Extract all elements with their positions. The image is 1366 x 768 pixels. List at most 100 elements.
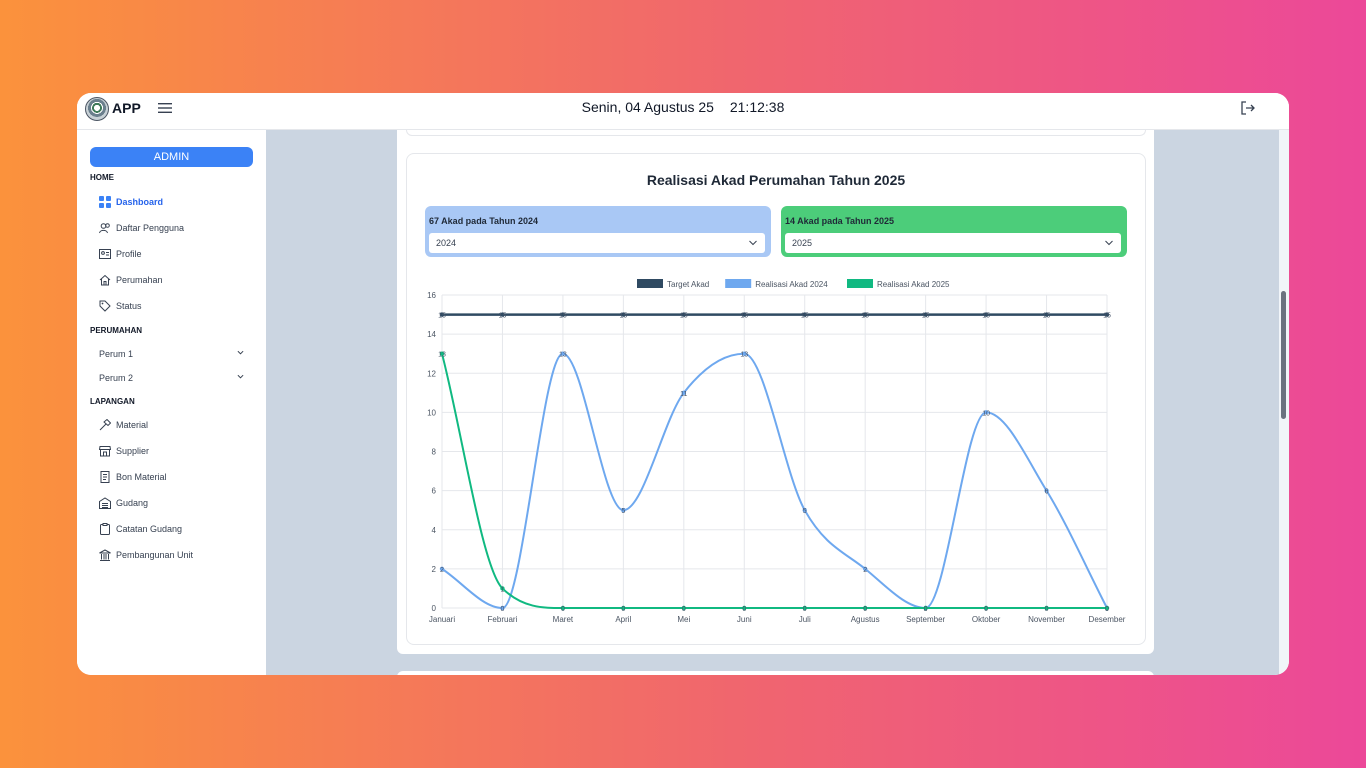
scrollbar-thumb[interactable] <box>1281 291 1286 419</box>
top-bar: APP Senin, 04 Agustus 25 21:12:38 <box>77 93 1289 130</box>
data-point <box>681 312 687 317</box>
legend-label: Realisasi Akad 2025 <box>877 280 950 289</box>
hammer-icon <box>99 419 111 431</box>
data-point <box>802 507 807 513</box>
data-point <box>681 390 687 396</box>
x-tick-label: Juli <box>799 615 811 624</box>
data-point <box>742 312 747 317</box>
next-card-edge <box>397 671 1154 675</box>
sidebar-item-dashboard[interactable]: Dashboard <box>99 194 163 210</box>
year-select-2025[interactable]: 2025 <box>785 233 1121 253</box>
warehouse-icon <box>99 497 111 509</box>
section-title-lapangan: LAPANGAN <box>90 397 135 406</box>
data-label: 2 <box>863 567 867 574</box>
data-point <box>742 351 747 356</box>
sidebar-item-status[interactable]: Status <box>99 298 142 314</box>
x-tick-label: April <box>615 615 631 624</box>
data-label: 0 <box>501 606 505 613</box>
data-label: 0 <box>803 606 807 613</box>
current-date: Senin, 04 Agustus 25 <box>581 99 714 115</box>
sidebar-item-label: Material <box>116 420 149 430</box>
data-point <box>862 605 868 611</box>
previous-card-edge <box>406 129 1146 136</box>
sidebar-item-perum-1[interactable]: Perum 1 <box>99 349 244 359</box>
sidebar-item-daftar-pengguna[interactable]: Daftar Pengguna <box>99 220 184 236</box>
sidebar: ADMIN HOME Dashboard Daftar Pengguna Pro… <box>77 129 266 675</box>
app-logo <box>85 97 109 121</box>
data-label: 15 <box>982 313 990 320</box>
sidebar-item-label: Status <box>116 301 142 311</box>
x-tick-label: Desember <box>1089 615 1126 624</box>
data-label: 0 <box>1105 606 1109 613</box>
data-label: 15 <box>1043 313 1051 320</box>
dashboard-icon <box>99 196 111 208</box>
data-label: 15 <box>680 313 688 320</box>
y-tick-label: 6 <box>432 487 437 496</box>
sidebar-item-profile[interactable]: Profile <box>99 246 142 262</box>
data-label: 1 <box>501 586 505 593</box>
data-label: 13 <box>559 352 567 359</box>
data-point <box>560 605 566 611</box>
series-line <box>441 352 1108 610</box>
sidebar-item-bon-material[interactable]: Bon Material <box>99 469 167 485</box>
sidebar-item-supplier[interactable]: Supplier <box>99 443 149 459</box>
y-tick-label: 2 <box>432 565 437 574</box>
data-label: 2 <box>440 567 444 574</box>
data-point <box>1104 312 1110 317</box>
y-tick-label: 8 <box>432 448 437 457</box>
tag-icon <box>99 300 111 312</box>
sidebar-item-perumahan[interactable]: Perumahan <box>99 272 163 288</box>
data-point <box>862 312 868 317</box>
sidebar-item-catatan-gudang[interactable]: Catatan Gudang <box>99 521 182 537</box>
sidebar-item-pembangunan-unit[interactable]: Pembangunan Unit <box>99 547 193 563</box>
year-box-2024: 67 Akad pada Tahun 2024 2024 <box>425 206 771 257</box>
datetime-display: Senin, 04 Agustus 25 21:12:38 <box>77 99 1289 115</box>
data-label: 0 <box>863 606 867 613</box>
data-point <box>983 312 989 317</box>
sidebar-item-perum-2[interactable]: Perum 2 <box>99 373 244 383</box>
app-title: APP <box>112 100 141 116</box>
logout-icon[interactable] <box>1240 100 1256 116</box>
sidebar-item-label: Gudang <box>116 498 149 508</box>
data-label: 15 <box>922 313 930 320</box>
sidebar-item-label: Perum 1 <box>99 349 134 359</box>
data-label: 0 <box>742 606 746 613</box>
data-label: 15 <box>499 313 507 320</box>
data-point <box>923 312 928 317</box>
data-point <box>1044 312 1049 317</box>
admin-role-button[interactable]: ADMIN <box>90 147 253 167</box>
year-box-label: 67 Akad pada Tahun 2024 <box>429 216 539 226</box>
data-label: 15 <box>861 313 869 320</box>
data-point <box>802 605 807 611</box>
section-title-perumahan: PERUMAHAN <box>90 326 142 335</box>
year-select-2024[interactable]: 2024 <box>429 233 765 253</box>
data-label: 0 <box>1045 606 1049 613</box>
legend-swatch <box>725 279 752 288</box>
realisasi-akad-card: Realisasi Akad Perumahan Tahun 2025 67 A… <box>406 153 1146 645</box>
data-point <box>560 312 566 317</box>
x-tick-label: November <box>1028 615 1065 624</box>
users-icon <box>99 223 110 234</box>
legend-label: Target Akad <box>667 280 709 289</box>
chevron-down-icon <box>237 350 244 355</box>
chart-panel: Realisasi Akad Perumahan Tahun 2025 67 A… <box>397 129 1154 654</box>
data-label: 5 <box>621 508 625 515</box>
x-tick-label: Oktober <box>972 615 1001 624</box>
data-point <box>439 312 445 317</box>
sidebar-item-gudang[interactable]: Gudang <box>99 495 148 511</box>
data-label: 15 <box>740 313 748 320</box>
id-card-icon <box>99 249 111 259</box>
data-label: 6 <box>1045 489 1049 496</box>
data-label: 5 <box>803 508 807 515</box>
data-point <box>1044 605 1049 611</box>
sidebar-item-material[interactable]: Material <box>99 417 148 433</box>
data-point <box>621 507 626 513</box>
data-label: 0 <box>621 606 625 613</box>
scrollbar[interactable] <box>1279 129 1289 675</box>
data-point <box>560 351 566 356</box>
app-window: APP Senin, 04 Agustus 25 21:12:38 ADMIN … <box>77 93 1289 675</box>
y-tick-label: 4 <box>432 526 437 535</box>
hamburger-menu-icon[interactable] <box>158 101 172 115</box>
sidebar-item-label: Catatan Gudang <box>116 524 183 534</box>
y-tick-label: 12 <box>427 369 436 378</box>
